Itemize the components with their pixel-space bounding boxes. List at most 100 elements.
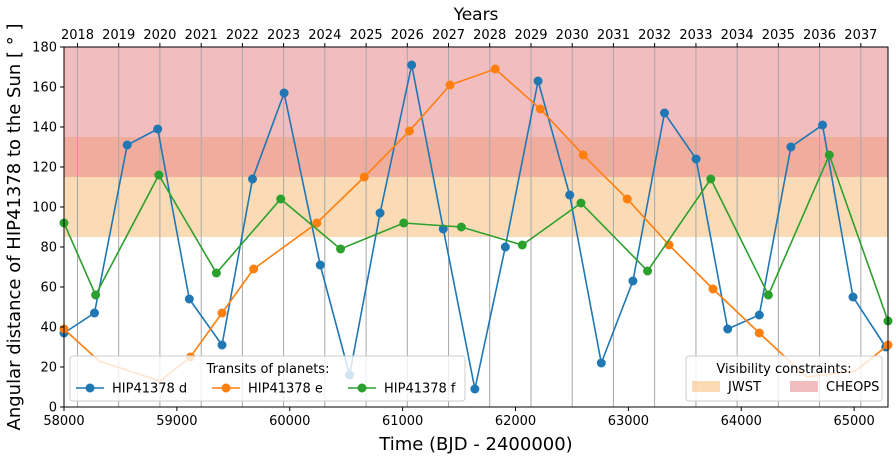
series-point-2-1 <box>91 290 101 300</box>
series-point-0-14 <box>500 242 510 252</box>
y-tick-label-100: 100 <box>32 201 57 216</box>
series-point-2-4 <box>276 194 286 204</box>
y-tick-label-40: 40 <box>40 321 57 336</box>
legend-label-1: HIP41378 e <box>248 382 323 397</box>
top-year-axis: 2018 2019 2020 2021 2022 2023 2024 2025 2026 2027… <box>61 28 877 47</box>
top-tick-label-2035: 2035 <box>762 28 795 43</box>
series-point-0-4 <box>184 294 194 304</box>
legend-band-label-cheops: CHEOPS <box>826 380 879 395</box>
series-point-0-21 <box>723 324 733 334</box>
series-point-1-13 <box>622 194 632 204</box>
series-point-2-12 <box>763 290 773 300</box>
series-point-2-13 <box>824 150 834 160</box>
series-point-1-8 <box>404 126 414 136</box>
year-grid <box>76 47 862 407</box>
legend-constraints-title: Visibility constraints: <box>716 362 851 377</box>
series-point-2-3 <box>211 268 221 278</box>
series-point-0-23 <box>786 142 796 152</box>
series-point-1-5 <box>249 264 259 274</box>
legend-band-label-jwst: JWST <box>727 380 761 395</box>
legend-label-2: HIP41378 f <box>384 382 456 397</box>
series-point-0-18 <box>628 276 638 286</box>
series-point-1-11 <box>535 104 545 114</box>
series-point-0-3 <box>153 124 163 134</box>
legend-swatch-cheops <box>790 381 818 392</box>
top-tick-label-2032: 2032 <box>638 28 671 43</box>
y-tick-label-80: 80 <box>40 241 57 256</box>
x-tick-label-60000: 60000 <box>269 414 310 429</box>
legend-label-0: HIP41378 d <box>112 382 187 397</box>
top-tick-label-2027: 2027 <box>432 28 465 43</box>
series-point-2-11 <box>706 174 716 184</box>
series-point-2-7 <box>456 222 466 232</box>
y-tick-label-20: 20 <box>40 361 57 376</box>
series-point-1-15 <box>708 284 718 294</box>
series-point-1-4 <box>217 308 227 318</box>
series-point-2-5 <box>336 244 346 254</box>
top-tick-label-2020: 2020 <box>143 28 176 43</box>
x-tick-label-59000: 59000 <box>156 414 197 429</box>
y-tick-label-0: 0 <box>49 401 57 416</box>
band-cheops <box>64 47 888 177</box>
top-tick-label-2026: 2026 <box>391 28 424 43</box>
series-point-1-12 <box>578 150 588 160</box>
top-axis-label: Years <box>453 5 499 25</box>
y-tick-label-60: 60 <box>40 281 57 296</box>
legend-band-entries: JWST CHEOPS <box>692 380 879 395</box>
top-tick-label-2033: 2033 <box>679 28 712 43</box>
series-point-0-7 <box>279 88 289 98</box>
top-tick-label-2019: 2019 <box>102 28 135 43</box>
top-tick-label-2030: 2030 <box>556 28 589 43</box>
y-tick-label-160: 160 <box>32 81 57 96</box>
x-tick-label-63000: 63000 <box>608 414 649 429</box>
series-point-0-5 <box>217 340 227 350</box>
series-point-0-16 <box>565 190 575 200</box>
series-point-0-17 <box>596 358 606 368</box>
series-point-2-2 <box>154 170 164 180</box>
legend-planets-title: Transits of planets: <box>206 362 330 377</box>
top-tick-label-2031: 2031 <box>597 28 630 43</box>
series-point-1-6 <box>312 218 322 228</box>
series-point-0-8 <box>315 260 325 270</box>
y-axis-label-text: Angular distance of HIP41378 to the Sun … <box>4 24 25 431</box>
y-tick-label-120: 120 <box>32 161 57 176</box>
series-point-2-10 <box>643 266 653 276</box>
top-tick-label-2024: 2024 <box>308 28 341 43</box>
x-tick-label-62000: 62000 <box>495 414 536 429</box>
series-point-0-24 <box>818 120 828 130</box>
series-point-0-25 <box>848 292 858 302</box>
series-point-0-20 <box>691 154 701 164</box>
top-tick-label-2025: 2025 <box>350 28 383 43</box>
series-line-1 <box>63 68 889 382</box>
series-point-0-15 <box>533 76 543 86</box>
x-axis-label: Time (BJD - 2400000) <box>378 434 572 455</box>
series-point-1-10 <box>490 64 500 74</box>
series-point-0-2 <box>122 140 132 150</box>
top-tick-label-2028: 2028 <box>473 28 506 43</box>
top-tick-label-2037: 2037 <box>844 28 877 43</box>
legend-planet-entries: HIP41378 d HIP41378 e HIP41378 f <box>76 382 456 397</box>
legend-planets-box <box>69 355 466 402</box>
series-layer <box>59 60 893 394</box>
series-point-2-9 <box>576 198 586 208</box>
series-point-0-13 <box>470 384 480 394</box>
top-tick-label-2018: 2018 <box>61 28 94 43</box>
x-tick-label-65000: 65000 <box>833 414 874 429</box>
series-point-0-10 <box>375 208 385 218</box>
x-tick-label-61000: 61000 <box>382 414 423 429</box>
legend-swatch-jwst <box>692 381 720 392</box>
y-axis: 0 20 40 60 80 100 120 140 160 180 <box>32 41 64 416</box>
legend-planets: Transits of planets: HIP41378 d HIP41378 … <box>69 355 466 402</box>
top-tick-label-2022: 2022 <box>226 28 259 43</box>
y-tick-label-180: 180 <box>32 41 57 56</box>
x-tick-label-64000: 64000 <box>721 414 762 429</box>
series-point-2-8 <box>517 240 527 250</box>
series-point-1-9 <box>445 80 455 90</box>
top-tick-label-2034: 2034 <box>721 28 754 43</box>
legend-constraints: Visibility constraints: JWST CHEOPS <box>685 355 883 402</box>
legend-marker-1 <box>221 383 231 393</box>
y-tick-label-140: 140 <box>32 121 57 136</box>
legend-marker-0 <box>85 383 95 393</box>
series-point-1-16 <box>754 328 764 338</box>
